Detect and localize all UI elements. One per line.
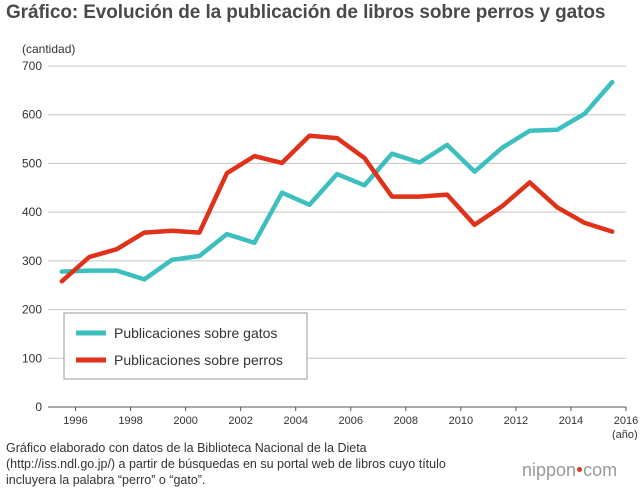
y-tick-label: 100 bbox=[22, 351, 42, 365]
gridlines bbox=[48, 65, 626, 408]
y-tick-label: 300 bbox=[22, 254, 42, 268]
x-tick-label: 2006 bbox=[339, 415, 363, 427]
x-axis: 1996 1998 2000 2002 2004 2006 2008 2010 2012 2014… bbox=[63, 407, 638, 427]
x-tick-label: 2010 bbox=[449, 415, 473, 427]
source-line-1: Gráfico elaborado con datos de la Biblio… bbox=[6, 441, 367, 455]
line-chart: 0 100 200 300 400 500 600 700 1996 1998 2000 2002 2… bbox=[22, 42, 638, 440]
x-tick-label: 2016 bbox=[614, 415, 638, 427]
y-tick-label: 500 bbox=[22, 156, 42, 170]
y-tick-label: 0 bbox=[35, 400, 42, 414]
series-line-perros bbox=[59, 133, 615, 284]
y-tick-label: 200 bbox=[22, 303, 42, 317]
legend-box bbox=[63, 312, 308, 380]
y-tick-label: 400 bbox=[22, 205, 42, 219]
y-tick-label: 600 bbox=[22, 108, 42, 122]
series-lines bbox=[59, 79, 615, 284]
chart-title: Gráfico: Evolución de la publicación de … bbox=[6, 2, 606, 23]
nippon-logo: nippon com bbox=[522, 460, 617, 481]
logo-dot bbox=[577, 467, 583, 473]
legend-label-gatos: Publicaciones sobre gatos bbox=[114, 325, 277, 341]
x-tick-label: 1996 bbox=[63, 415, 87, 427]
y-axis-label: (cantidad) bbox=[22, 42, 75, 56]
legend: Publicaciones sobre gatos Publicaciones s… bbox=[63, 312, 308, 380]
logo-text-2: com bbox=[583, 460, 618, 480]
y-axis-ticks: 0 100 200 300 400 500 600 700 bbox=[22, 59, 42, 414]
x-tick-label: 2004 bbox=[283, 415, 307, 427]
x-tick-label: 1998 bbox=[118, 415, 142, 427]
series-line-gatos bbox=[59, 79, 615, 282]
source-line-2: (http://iss.ndl.go.jp/) a partir de búsq… bbox=[6, 457, 446, 471]
source-note: Gráfico elaborado con datos de la Biblio… bbox=[6, 440, 506, 488]
x-tick-label: 2000 bbox=[173, 415, 197, 427]
x-tick-label: 2008 bbox=[394, 415, 418, 427]
x-tick-label: 2014 bbox=[559, 415, 583, 427]
y-tick-label: 700 bbox=[22, 59, 42, 73]
x-tick-label: 2012 bbox=[504, 415, 528, 427]
legend-label-perros: Publicaciones sobre perros bbox=[114, 352, 283, 368]
x-tick-label: 2002 bbox=[228, 415, 252, 427]
source-line-3: incluyera la palabra “perro” o “gato”. bbox=[6, 473, 206, 487]
logo-text-1: nippon bbox=[522, 460, 577, 480]
x-axis-label: (año) bbox=[612, 429, 638, 440]
